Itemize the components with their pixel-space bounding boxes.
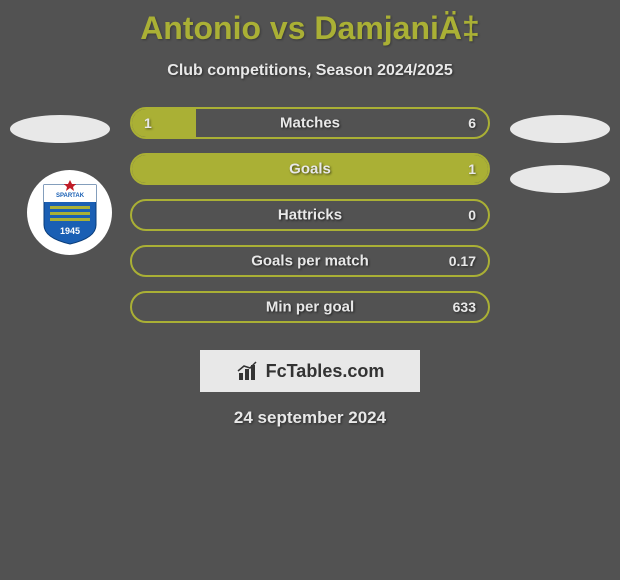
stats-bars: 1 Matches 6 Goals 1 Hattricks 0 Goals pe…	[130, 107, 490, 337]
bar-label: Goals per match	[251, 253, 369, 270]
bar-label: Matches	[280, 115, 340, 132]
left-club-badge: SPARTAK 1945	[27, 170, 112, 255]
stat-bar: 1 Matches 6	[130, 107, 490, 139]
season-subtitle: Club competitions, Season 2024/2025	[0, 62, 620, 80]
bar-right-value: 0.17	[449, 253, 476, 269]
brand-box[interactable]: FcTables.com	[200, 350, 420, 392]
bar-right-value: 6	[468, 115, 476, 131]
badge-name: SPARTAK	[55, 193, 84, 199]
right-player-placeholder-icon	[510, 115, 610, 143]
bar-right-value: 633	[453, 299, 476, 315]
brand-name: FcTables.com	[266, 361, 385, 382]
spartak-badge-icon: SPARTAK 1945	[42, 180, 98, 245]
right-club-placeholder-icon	[510, 165, 610, 193]
bar-right-value: 0	[468, 207, 476, 223]
badge-year: 1945	[59, 226, 79, 236]
stat-bar: Hattricks 0	[130, 199, 490, 231]
date-text: 24 september 2024	[234, 408, 386, 428]
stat-bar: Goals 1	[130, 153, 490, 185]
stat-bar: Min per goal 633	[130, 291, 490, 323]
bar-right-value: 1	[468, 161, 476, 177]
bar-label: Hattricks	[278, 207, 342, 224]
bar-fill	[132, 109, 196, 137]
bar-left-value: 1	[144, 115, 152, 131]
left-player-placeholder-icon	[10, 115, 110, 143]
stat-bar: Goals per match 0.17	[130, 245, 490, 277]
chart-icon	[236, 359, 260, 383]
bar-label: Min per goal	[266, 299, 354, 316]
bar-label: Goals	[289, 161, 331, 178]
comparison-title: Antonio vs DamjaniÄ‡	[0, 0, 620, 47]
